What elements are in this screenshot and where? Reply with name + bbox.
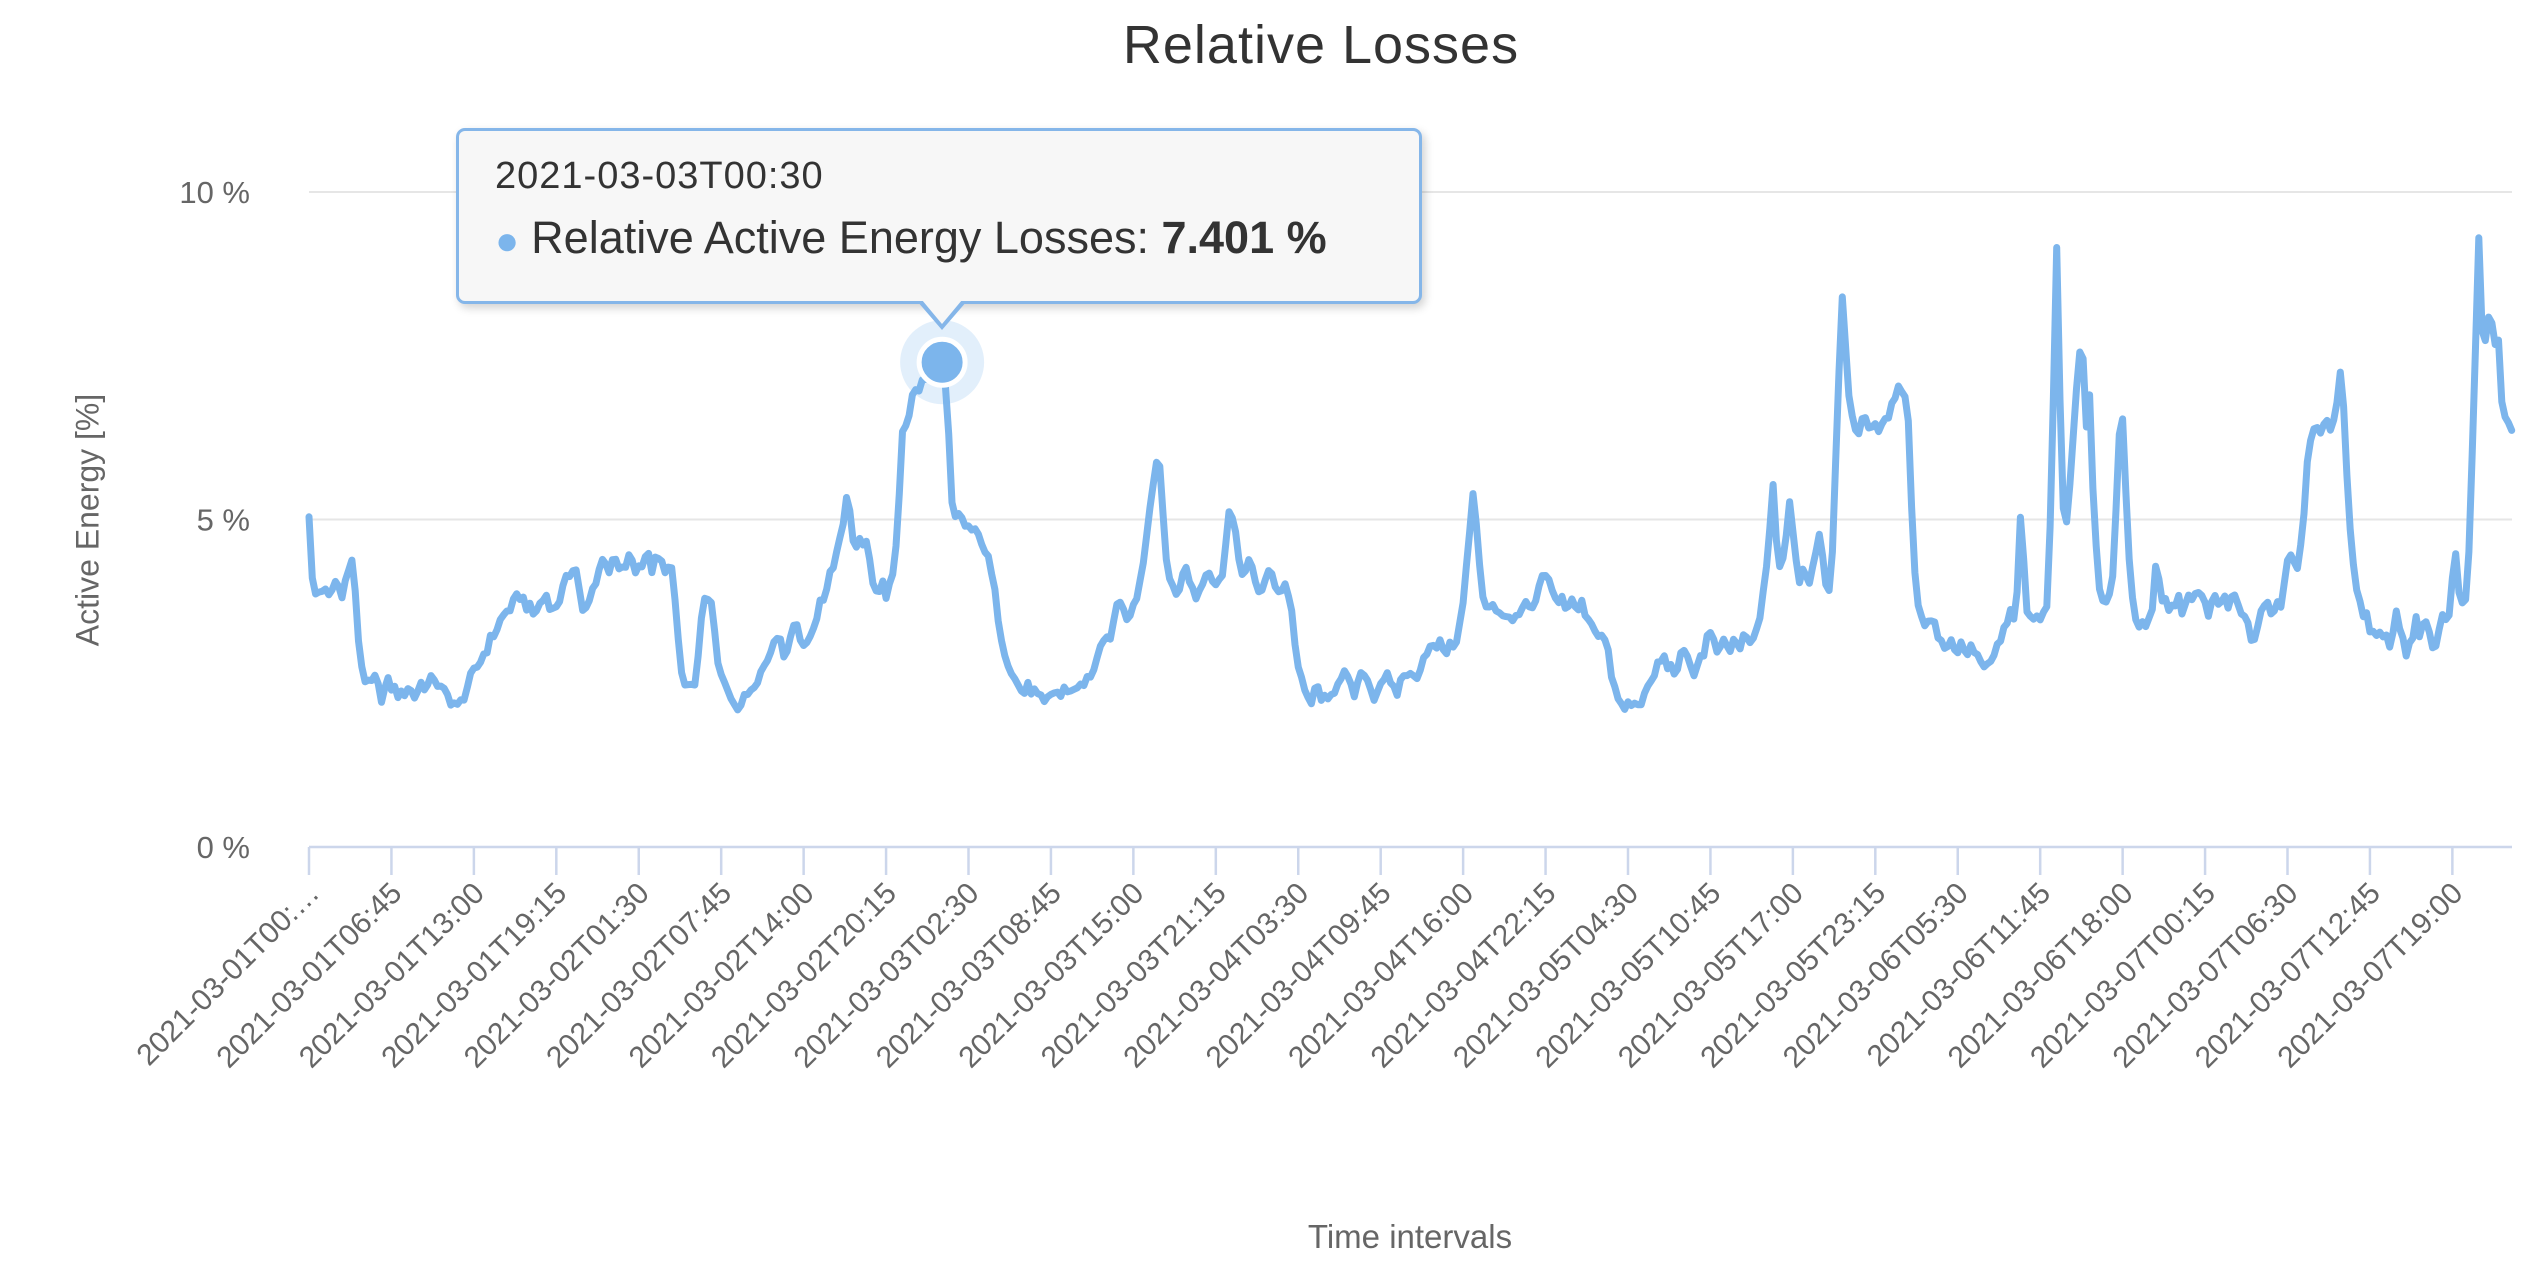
y-axis-tick-label: 0 % bbox=[197, 830, 250, 865]
x-axis-title: Time intervals bbox=[1307, 1218, 1513, 1255]
y-axis-title: Active Energy [%] bbox=[69, 393, 106, 647]
tooltip-separator: : bbox=[1136, 212, 1162, 263]
tooltip-series-label: Relative Active Energy Losses bbox=[531, 212, 1137, 263]
y-axis-tick-label: 5 % bbox=[197, 503, 250, 538]
tooltip-header: 2021-03-03T00:30 bbox=[495, 155, 824, 197]
series-bullet-icon: ● bbox=[495, 218, 520, 263]
tooltip-body: ● Relative Active Energy Losses: 7.401 % bbox=[495, 212, 1389, 264]
y-axis-tick-label: 10 % bbox=[179, 175, 250, 210]
chart-title: Relative Losses bbox=[1122, 15, 1520, 75]
tooltip-arrow-fill bbox=[922, 300, 963, 324]
tooltip: 2021-03-03T00:30 ● Relative Active Energy… bbox=[456, 128, 1422, 330]
series-line[interactable] bbox=[305, 234, 2516, 714]
tooltip-value: 7.401 % bbox=[1161, 212, 1327, 263]
highlight-marker[interactable] bbox=[916, 336, 968, 388]
